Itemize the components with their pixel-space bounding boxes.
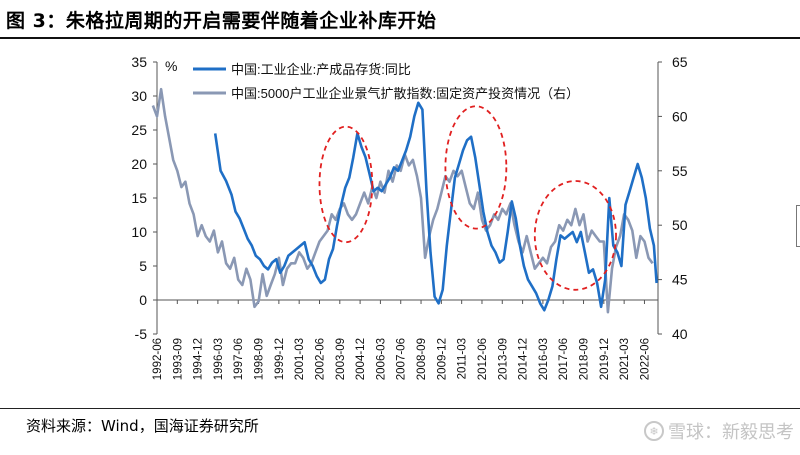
x-axis-tick-label: 2006-03 (375, 338, 387, 380)
x-axis-tick-label: 2003-09 (335, 338, 347, 380)
left-axis-tick-label: 10 (131, 224, 147, 240)
cycle-highlight-ellipse-1 (318, 125, 374, 244)
x-axis-tick-label: 2017-06 (558, 338, 570, 380)
right-axis-tick-label: 50 (672, 217, 688, 233)
left-axis-tick-label: 30 (131, 88, 147, 104)
chart-axes: -5 0 5 10 15 20 25 30 35 % 40 45 50 55 60 65 1992-06 1993… (131, 54, 687, 380)
x-axis-tick-label: 1994-12 (193, 338, 205, 380)
x-axis-tick-label: 2002-06 (314, 338, 326, 380)
x-axis-tick-label: 2019-12 (599, 338, 611, 380)
left-axis-tick-label: 5 (139, 258, 147, 274)
diffusion-index-line (151, 87, 654, 314)
legend-label: 中国:5000户工业企业景气扩散指数:固定资产投资情况（右） (231, 86, 579, 101)
watermark: ❄ 雪球：新毅思考 (644, 418, 794, 444)
left-axis-tick-label: -5 (135, 326, 148, 342)
chart-annotation-layer (318, 105, 617, 291)
x-axis-tick-label: 2009-12 (436, 338, 448, 380)
chart-legend: 中国:工业企业:产成品存货:同比中国:5000户工业企业景气扩散指数:固定资产投… (193, 62, 579, 101)
x-axis-tick-label: 1999-12 (274, 338, 286, 380)
legend-label: 中国:工业企业:产成品存货:同比 (231, 62, 411, 77)
x-axis-tick-label: 1992-06 (152, 338, 164, 380)
snowball-logo-icon: ❄ (644, 421, 664, 441)
right-axis-tick-label: 60 (672, 108, 688, 124)
left-axis-tick-label: 0 (139, 292, 147, 308)
right-axis-tick-label: 55 (672, 163, 688, 179)
x-axis-tick-label: 2016-03 (538, 338, 550, 380)
left-axis-tick-label: 15 (131, 190, 147, 206)
x-axis-tick-label: 2011-03 (457, 338, 469, 379)
title-divider (0, 37, 800, 39)
source-note: 资料来源：Wind，国海证券研究所 (26, 417, 259, 435)
x-axis-tick-label: 1993-09 (172, 338, 184, 380)
x-axis-tick-label: 2007-06 (396, 338, 408, 380)
x-axis-tick-label: 1996-03 (213, 338, 225, 380)
source-divider (0, 408, 800, 409)
x-axis-tick-label: 2004-12 (355, 338, 367, 380)
right-axis-tick-label: 65 (672, 54, 688, 70)
right-axis-tick-label: 45 (672, 272, 688, 288)
x-axis-tick-label: 2013-09 (497, 338, 509, 380)
cycle-highlight-ellipse-3 (533, 180, 617, 291)
x-axis-tick-label: 1998-09 (254, 338, 266, 380)
chart-series-layer (151, 87, 658, 314)
watermark-text: 雪球：新毅思考 (668, 422, 794, 443)
x-axis-tick-label: 2021-03 (619, 338, 631, 380)
left-axis-unit: % (165, 58, 177, 74)
figure-title: 图 3：朱格拉周期的开启需要伴随着企业补库开始 (6, 10, 437, 32)
x-axis-tick-label: 2012-06 (477, 338, 489, 380)
right-axis-tick-label: 40 (672, 326, 688, 342)
chart: -5 0 5 10 15 20 25 30 35 % 40 45 50 55 60 65 1992-06 1993… (131, 54, 687, 380)
left-axis-tick-label: 35 (131, 54, 147, 70)
inventory-yoy-line (213, 101, 658, 312)
page-edge-mark (796, 205, 800, 247)
x-axis-tick-label: 2014-12 (518, 338, 530, 380)
x-axis-tick-label: 2008-09 (416, 338, 428, 380)
x-axis-tick-label: 2001-03 (294, 338, 306, 380)
left-axis-tick-label: 25 (131, 122, 147, 138)
x-axis-tick-label: 1997-06 (233, 338, 245, 380)
left-axis-tick-label: 20 (131, 156, 147, 172)
x-axis-tick-label: 2018-09 (579, 338, 591, 380)
cycle-highlight-ellipse-2 (444, 105, 508, 230)
x-axis-tick-label: 2022-06 (639, 338, 651, 380)
